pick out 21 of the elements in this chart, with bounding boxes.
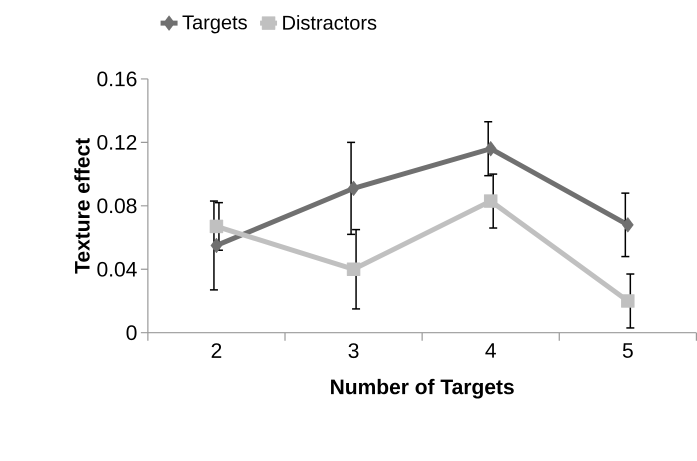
point <box>210 220 224 234</box>
x-tick-label: 5 <box>622 343 633 358</box>
point <box>484 141 497 157</box>
legend-label: Targets <box>182 16 247 34</box>
point <box>210 238 222 254</box>
y-tick-label: 0.12 <box>97 135 136 150</box>
y-tick-label: 0.16 <box>97 72 136 87</box>
x-tick-label: 2 <box>212 343 222 358</box>
point <box>622 217 634 233</box>
point <box>621 294 635 308</box>
point <box>348 180 360 196</box>
point <box>484 194 498 208</box>
x-axis-title: Number of Targets <box>331 379 514 399</box>
y-tick-label: 0.04 <box>97 262 137 277</box>
x-tick-label: 4 <box>485 343 496 358</box>
y-tick-label: 0.08 <box>97 198 136 214</box>
legend-label: Distractors <box>283 15 376 30</box>
point <box>346 262 360 276</box>
x-tick-label: 3 <box>348 343 358 358</box>
y-axis-title: Texture effect <box>74 138 90 274</box>
y-tick-label: 0 <box>126 325 137 340</box>
